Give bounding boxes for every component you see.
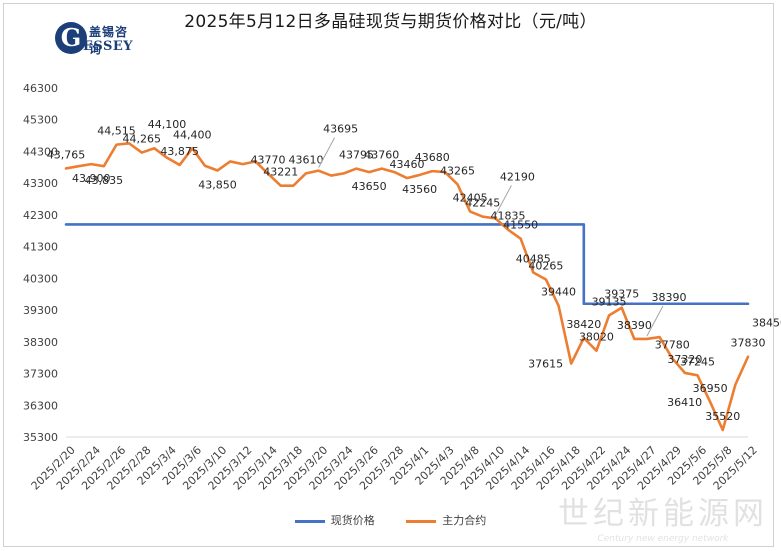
data-label: 43795: [339, 149, 374, 162]
y-tick-label: 35300: [23, 431, 58, 444]
y-tick-label: 46300: [23, 82, 58, 95]
series-line-futures: [64, 142, 750, 432]
data-label: 42405: [453, 192, 488, 205]
data-label: 37830: [731, 337, 766, 350]
legend-label-spot: 现货价格: [330, 514, 375, 527]
data-label: 37615: [528, 358, 563, 371]
data-label-leader: [494, 185, 512, 216]
data-label: 40265: [528, 259, 563, 272]
y-tick-label: 43300: [23, 177, 58, 190]
data-label: 38450: [752, 317, 781, 330]
legend-swatch-spot: [294, 519, 325, 523]
legend-label-futures: 主力合约: [442, 514, 487, 527]
data-label: 43265: [440, 164, 475, 177]
data-label: 39375: [604, 288, 639, 301]
gessey-logo: G 盖锡咨询 ESSEY: [55, 22, 140, 58]
data-label: 36410: [667, 396, 702, 409]
y-tick-label: 42300: [23, 209, 58, 222]
logo-name-cn: 盖锡咨询: [89, 25, 129, 56]
data-label: 43,900: [72, 172, 111, 185]
data-label: 39440: [541, 286, 576, 299]
data-label: 43,850: [198, 178, 237, 191]
data-label: 38420: [566, 318, 601, 331]
legend-item-futures: 主力合约: [406, 512, 486, 528]
data-label: 43,765: [47, 148, 86, 161]
legend-swatch-futures: [406, 519, 437, 523]
data-label: 43560: [402, 183, 437, 196]
y-tick-label: 40300: [23, 272, 58, 285]
data-label-leader: [318, 137, 336, 168]
data-label: 44,400: [173, 128, 212, 141]
data-label: 42190: [500, 170, 535, 183]
data-label: 38020: [579, 331, 614, 344]
data-label: 39135: [592, 295, 627, 308]
data-label: 37780: [655, 338, 690, 351]
y-tick-label: 41300: [23, 241, 58, 254]
data-label: 43680: [415, 151, 450, 164]
data-label: 43770: [251, 154, 286, 167]
data-label: 41835: [491, 210, 526, 223]
data-label: 36950: [693, 382, 728, 395]
data-label: 42245: [465, 197, 500, 210]
data-label: 37245: [680, 355, 715, 368]
data-label: 38390: [651, 291, 686, 304]
data-label: 41550: [503, 219, 538, 232]
data-label: 43650: [352, 180, 387, 193]
y-tick-label: 36300: [23, 399, 58, 412]
y-tick-label: 45300: [23, 114, 58, 127]
y-tick-label: 37300: [23, 368, 58, 381]
logo-mark: G: [55, 22, 87, 54]
y-tick-label: 39300: [23, 304, 58, 317]
data-label: 35520: [705, 410, 740, 423]
data-label: 43695: [323, 123, 358, 136]
data-label: 44,265: [123, 133, 162, 146]
data-label: 43221: [263, 166, 298, 179]
data-label: 43,875: [160, 145, 199, 158]
series-line-spot: [64, 223, 750, 306]
logo-name-en: ESSEY: [83, 39, 134, 54]
y-tick-label: 44300: [23, 145, 58, 158]
data-label: 43,835: [85, 174, 124, 187]
data-label: 43460: [390, 158, 425, 171]
legend-item-spot: 现货价格: [294, 512, 375, 528]
chart-title: 2025年5月12日多晶硅现货与期货价格对比（元/吨）: [184, 12, 597, 32]
data-label: 44,100: [148, 118, 187, 131]
data-label: 44,515: [97, 125, 136, 138]
data-label-leader: [646, 305, 664, 337]
data-label: 38390: [617, 319, 652, 332]
data-label: 37320: [667, 353, 702, 366]
chart-legend: 现货价格 主力合约: [0, 512, 781, 528]
y-tick-label: 38300: [23, 336, 58, 349]
data-label: 43760: [364, 149, 399, 162]
data-label: 43610: [288, 153, 323, 166]
data-label: 40485: [516, 252, 551, 265]
chart-frame: [3, 3, 774, 547]
